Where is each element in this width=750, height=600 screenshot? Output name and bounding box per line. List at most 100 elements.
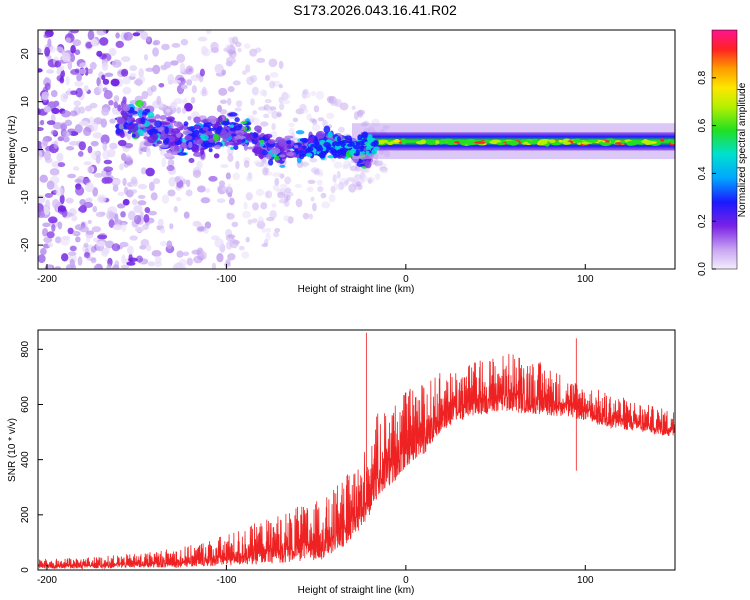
- heatmap-cell: [635, 141, 640, 144]
- heatmap-cell: [309, 118, 316, 123]
- heatmap-cell: [122, 86, 132, 95]
- heatmap-cell: [228, 197, 235, 206]
- heatmap-cell: [644, 140, 651, 145]
- spectrogram-y-tick-label: 10: [20, 96, 31, 108]
- heatmap-cell: [114, 213, 119, 223]
- heatmap-cell: [55, 46, 64, 53]
- heatmap-cell: [282, 99, 291, 105]
- heatmap-cell: [274, 177, 280, 187]
- heatmap-cell: [38, 209, 45, 219]
- colorbar-tick-label: 0.8: [697, 70, 708, 84]
- heatmap-cell: [150, 192, 158, 201]
- heatmap-cell: [134, 214, 142, 225]
- heatmap-cell: [226, 212, 235, 220]
- heatmap-cell: [371, 148, 377, 155]
- heatmap-cell: [146, 244, 152, 252]
- heatmap-cell: [117, 191, 125, 197]
- heatmap-cell: [312, 202, 317, 212]
- heatmap-cell: [573, 138, 582, 143]
- snr-y-tick-label: 600: [20, 396, 31, 413]
- heatmap-cell: [240, 121, 248, 125]
- heatmap-cell: [238, 135, 246, 139]
- heatmap-cell: [237, 47, 242, 53]
- heatmap-cell: [245, 133, 253, 142]
- heatmap-cell: [117, 117, 126, 125]
- heatmap-cell: [185, 65, 194, 75]
- heatmap-cell: [87, 219, 92, 224]
- heatmap-cell: [50, 129, 58, 136]
- heatmap-cell: [140, 167, 147, 175]
- heatmap-cell: [184, 135, 193, 141]
- heatmap-cell: [548, 139, 556, 143]
- heatmap-cell: [335, 142, 341, 147]
- heatmap-cell: [251, 86, 259, 96]
- heatmap-cell: [212, 133, 220, 142]
- heatmap-cell: [351, 148, 356, 152]
- heatmap-cell: [150, 85, 157, 93]
- heatmap-cell: [174, 176, 181, 183]
- heatmap-cell: [38, 127, 44, 132]
- snr-x-tick-label: -200: [37, 575, 57, 586]
- heatmap-cell: [92, 187, 99, 197]
- heatmap-cell: [107, 148, 116, 158]
- heatmap-cell: [47, 38, 52, 48]
- heatmap-cell: [255, 188, 265, 196]
- heatmap-cell: [38, 47, 42, 54]
- heatmap-cell: [47, 242, 54, 248]
- heatmap-cell: [39, 174, 48, 183]
- heatmap-cell: [125, 156, 134, 167]
- heatmap-cell: [70, 30, 79, 34]
- heatmap-cell: [442, 138, 454, 143]
- heatmap-cell: [353, 144, 361, 150]
- heatmap-cell: [43, 33, 51, 39]
- heatmap-cell: [344, 135, 352, 141]
- spectrogram-x-tick-label: 0: [403, 274, 409, 285]
- heatmap-cell: [156, 140, 163, 145]
- heatmap-cell: [170, 128, 181, 134]
- heatmap-cell: [45, 199, 51, 210]
- heatmap-cell: [294, 144, 299, 149]
- heatmap-cell: [79, 62, 88, 69]
- heatmap-cell: [186, 179, 191, 188]
- heatmap-cell: [231, 50, 237, 55]
- heatmap-cell: [71, 215, 78, 222]
- colorbar-tick-label: 0.4: [697, 166, 708, 180]
- heatmap-cell: [90, 38, 99, 47]
- heatmap-cell: [216, 252, 224, 263]
- heatmap-cell: [72, 166, 80, 171]
- heatmap-cell: [270, 147, 281, 155]
- heatmap-cell: [135, 100, 144, 108]
- heatmap-cell: [188, 141, 193, 149]
- heatmap-cell: [286, 152, 295, 157]
- heatmap-cell: [272, 183, 280, 191]
- heatmap-cell: [110, 78, 120, 87]
- heatmap-cell: [598, 141, 604, 145]
- heatmap-cell: [111, 243, 121, 252]
- heatmap-cell: [156, 95, 162, 106]
- heatmap-cell: [72, 39, 82, 47]
- heatmap-cell: [200, 119, 208, 123]
- heatmap-cell: [96, 240, 106, 247]
- heatmap-cell: [375, 173, 381, 181]
- heatmap-cell: [310, 167, 320, 174]
- heatmap-cell: [327, 131, 333, 138]
- heatmap-cell: [184, 102, 193, 112]
- heatmap-cell: [147, 111, 155, 118]
- heatmap-cell: [232, 172, 241, 181]
- heatmap-cell: [227, 153, 234, 162]
- heatmap-cell: [164, 126, 169, 135]
- heatmap-cell: [224, 262, 231, 268]
- heatmap-cell: [207, 115, 217, 123]
- snr-panel: -200 -100 0 100 0 200 400 600 800 Height of str…: [7, 329, 676, 596]
- heatmap-cell: [38, 150, 43, 161]
- heatmap-cell: [465, 140, 472, 146]
- heatmap-cell: [208, 147, 213, 153]
- heatmap-cell: [310, 196, 315, 202]
- heatmap-cell: [581, 141, 589, 145]
- heatmap-cell: [234, 107, 242, 112]
- heatmap-cell: [113, 95, 120, 103]
- heatmap-cell: [317, 186, 324, 193]
- heatmap-cell: [73, 80, 84, 87]
- heatmap-cell: [336, 136, 342, 143]
